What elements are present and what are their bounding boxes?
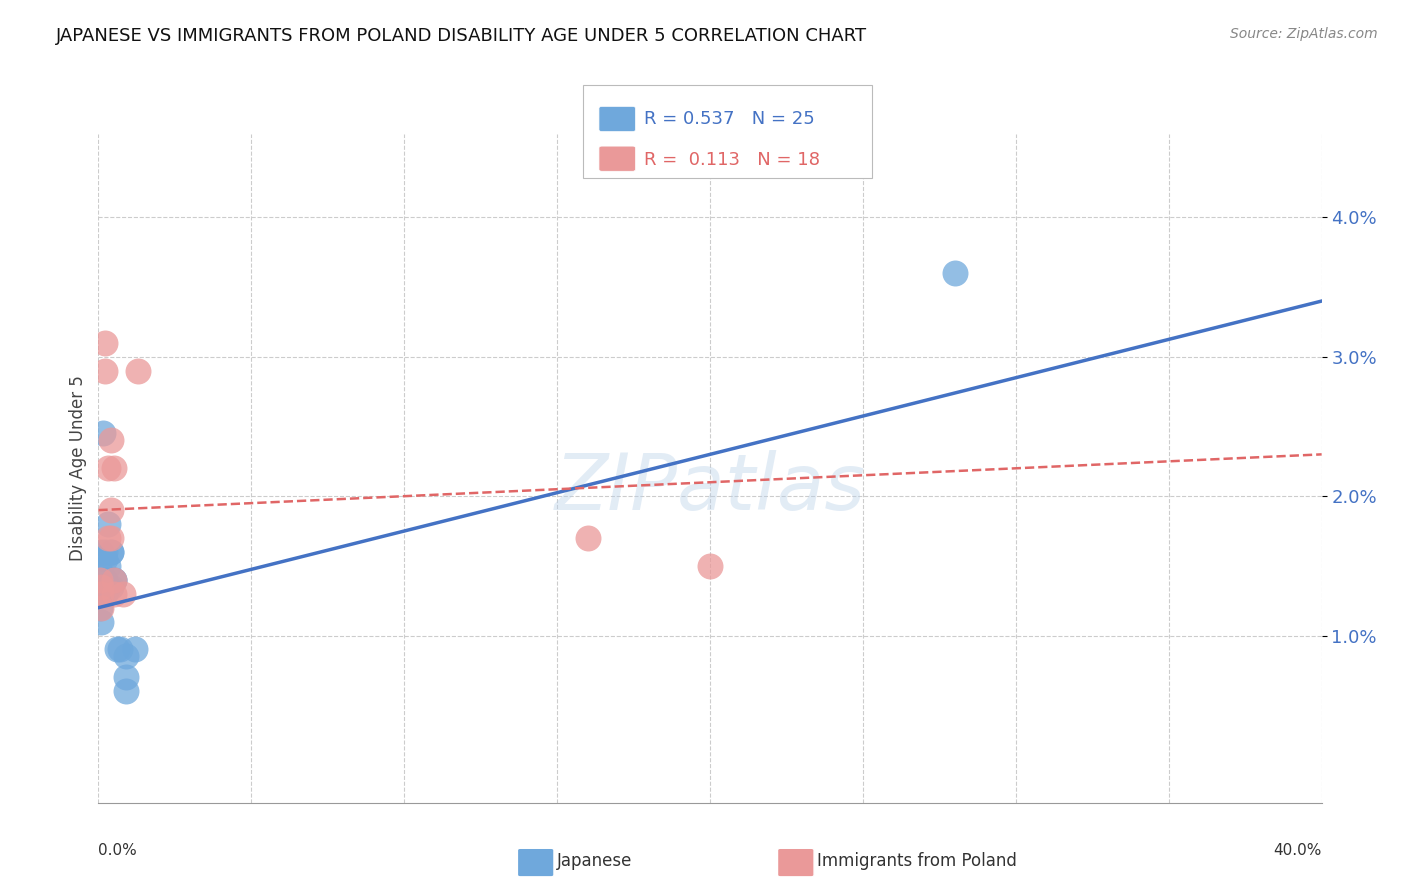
Point [105, 642, 128, 657]
Y-axis label: Disability Age Under 5: Disability Age Under 5 [69, 376, 87, 561]
Point [97, 558, 120, 573]
Text: R =  0.113   N = 18: R = 0.113 N = 18 [644, 151, 820, 169]
Point [91, 426, 114, 441]
Point [89, 600, 111, 615]
Point [100, 503, 122, 517]
Point [943, 266, 966, 280]
Point [103, 461, 125, 475]
Point [100, 580, 122, 594]
Text: Japanese: Japanese [557, 852, 633, 870]
Text: R = 0.537   N = 25: R = 0.537 N = 25 [644, 110, 814, 128]
Point [103, 573, 125, 587]
Point [100, 545, 122, 559]
Point [108, 642, 131, 657]
Point [93, 587, 115, 601]
Point [90, 615, 112, 629]
Point [90, 545, 112, 559]
Point [97, 531, 120, 545]
Point [111, 587, 134, 601]
Point [100, 545, 122, 559]
Point [97, 461, 120, 475]
Point [93, 545, 115, 559]
Point [90, 566, 112, 580]
Point [100, 531, 122, 545]
Point [93, 552, 115, 566]
Text: 0.0%: 0.0% [98, 843, 138, 858]
Point [103, 587, 125, 601]
Point [93, 364, 115, 378]
Text: 40.0%: 40.0% [1274, 843, 1322, 858]
Point [100, 434, 122, 448]
Point [89, 580, 111, 594]
Point [127, 364, 149, 378]
Point [90, 580, 112, 594]
Point [103, 573, 125, 587]
Point [699, 558, 721, 573]
Point [93, 335, 115, 350]
Text: Source: ZipAtlas.com: Source: ZipAtlas.com [1230, 27, 1378, 41]
Point [89, 573, 111, 587]
Point [115, 649, 138, 664]
Text: JAPANESE VS IMMIGRANTS FROM POLAND DISABILITY AGE UNDER 5 CORRELATION CHART: JAPANESE VS IMMIGRANTS FROM POLAND DISAB… [56, 27, 868, 45]
Point [97, 517, 120, 532]
Point [124, 642, 146, 657]
Point [97, 580, 120, 594]
Point [115, 670, 138, 684]
Point [103, 573, 125, 587]
Point [90, 587, 112, 601]
Point [90, 600, 112, 615]
Point [115, 684, 138, 698]
Point [576, 531, 599, 545]
Text: ZIPatlas: ZIPatlas [554, 450, 866, 526]
Text: Immigrants from Poland: Immigrants from Poland [817, 852, 1017, 870]
Point [93, 573, 115, 587]
